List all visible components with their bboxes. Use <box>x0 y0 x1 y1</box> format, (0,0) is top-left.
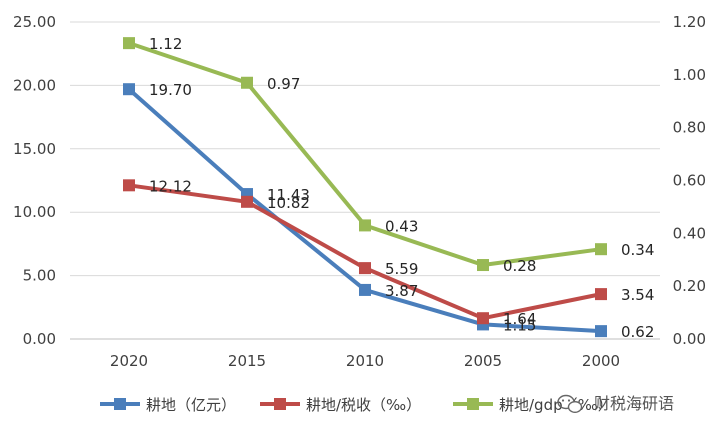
right-tick-label: 1.20 <box>673 13 706 31</box>
series-lines <box>123 37 607 338</box>
right-tick-label: 0.80 <box>673 119 706 137</box>
data-label: 10.82 <box>267 194 310 212</box>
x-tick-label: 2015 <box>228 352 266 370</box>
left-tick-label: 10.00 <box>13 203 56 221</box>
data-label: 0.34 <box>621 241 654 259</box>
legend-marker <box>274 398 286 410</box>
data-label: 12.12 <box>149 177 192 195</box>
data-point <box>241 76 253 89</box>
watermark-text: 财税海研语 <box>594 394 674 413</box>
legend-marker <box>114 398 126 410</box>
right-tick-label: 1.00 <box>673 66 706 84</box>
data-label: 0.97 <box>267 75 300 93</box>
data-point <box>123 179 135 192</box>
right-axis-ticks: 0.00 0.20 0.40 0.60 0.80 1.00 1.20 <box>673 13 706 348</box>
legend: 耕地（亿元） 耕地/税收（‰） 耕地/gdp（‰） <box>100 396 613 414</box>
legend-label: 耕地/税收（‰） <box>306 396 421 414</box>
data-point <box>477 312 489 325</box>
data-label: 1.64 <box>503 310 536 328</box>
x-tick-label: 2020 <box>110 352 148 370</box>
left-axis-ticks: 0.00 5.00 10.00 15.00 20.00 25.00 <box>13 13 56 348</box>
data-label: 3.54 <box>621 286 654 304</box>
data-point <box>595 243 607 256</box>
x-tick-label: 2010 <box>346 352 384 370</box>
data-labels: 19.70 11.43 3.87 1.15 0.62 12.12 10.82 5.59 1.64… <box>149 35 654 341</box>
data-point <box>359 219 371 232</box>
left-tick-label: 5.00 <box>23 267 56 285</box>
right-tick-label: 0.40 <box>673 224 706 242</box>
data-point <box>123 83 135 96</box>
legend-marker <box>467 398 479 410</box>
right-tick-label: 0.20 <box>673 277 706 295</box>
data-label: 1.12 <box>149 35 182 53</box>
data-label: 0.62 <box>621 323 654 341</box>
left-tick-label: 25.00 <box>13 13 56 31</box>
x-tick-label: 2000 <box>582 352 620 370</box>
right-tick-label: 0.60 <box>673 172 706 190</box>
gridlines <box>70 21 660 340</box>
x-tick-label: 2005 <box>464 352 502 370</box>
left-tick-label: 15.00 <box>13 140 56 158</box>
data-point <box>123 37 135 50</box>
watermark: 财税海研语 <box>557 394 674 414</box>
data-label: 11.43 <box>267 186 310 204</box>
data-point <box>359 262 371 275</box>
left-tick-label: 20.00 <box>13 76 56 94</box>
data-label: 0.43 <box>385 217 418 235</box>
data-point <box>241 195 253 208</box>
data-point <box>477 259 489 272</box>
right-tick-label: 0.00 <box>673 330 706 348</box>
legend-label: 耕地（亿元） <box>146 396 236 414</box>
wechat-icon <box>557 394 583 414</box>
data-point <box>595 288 607 301</box>
x-axis-ticks: 2020 2015 2010 2005 2000 <box>110 352 620 370</box>
data-point <box>595 325 607 338</box>
data-label: 3.87 <box>385 282 418 300</box>
data-label: 5.59 <box>385 260 418 278</box>
data-label: 19.70 <box>149 81 192 99</box>
data-label: 1.15 <box>503 316 536 334</box>
series-line <box>128 183 602 321</box>
left-tick-label: 0.00 <box>23 330 56 348</box>
legend-label: 耕地/gdp（‰） <box>499 396 613 414</box>
data-point <box>359 283 371 296</box>
data-label: 0.28 <box>503 257 536 275</box>
